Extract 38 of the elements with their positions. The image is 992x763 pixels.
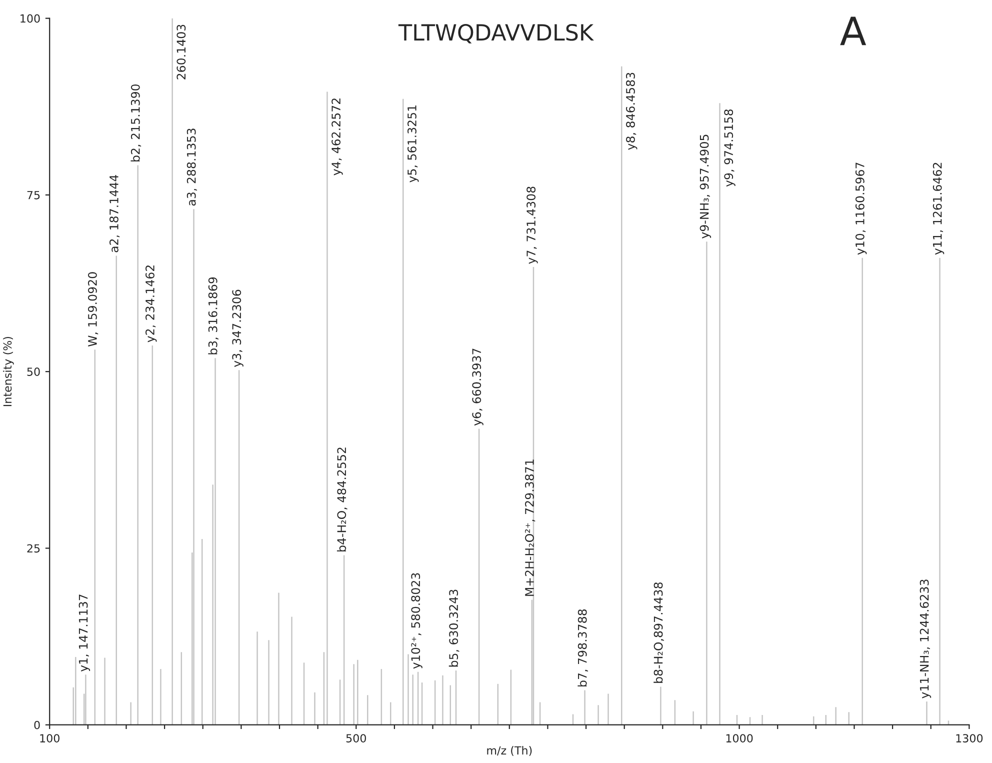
annotation: 260.1403 [176, 24, 186, 80]
annotation: y1, 147.1137 [78, 594, 90, 672]
annotation: y5, 561.3251 [408, 106, 419, 182]
x-tick-label: 1300 [956, 734, 983, 742]
y-axis-title: Intensity (%) [3, 336, 14, 406]
annotation: y3, 347.2306 [232, 290, 244, 368]
annotation: y8, 846.4583 [626, 72, 638, 150]
y-tick-label: 75 [27, 191, 40, 200]
annotation: y11, 1261.6462 [932, 162, 944, 255]
x-axis-title: m/z (Th) [487, 746, 532, 756]
chart-title: TLTWQDAVVDLSK [398, 24, 594, 44]
y-tick-label: 50 [27, 368, 40, 376]
y-tick-label: 0 [34, 720, 40, 730]
x-tick-label: 500 [346, 734, 366, 742]
annotation: b4-H₂O, 484.2552 [336, 448, 348, 552]
x-tick-label: 1000 [726, 734, 753, 742]
annotation: y2, 234.1462 [146, 266, 157, 342]
annotation: y10²⁺, 580.8023 [411, 573, 422, 669]
annotation: y9-NH₃, 957.4905 [700, 134, 712, 238]
annotation: b5, 630.3243 [448, 590, 460, 667]
annotation: b2, 215.1390 [130, 84, 142, 162]
annotation: b8-H₂O,897.4438 [654, 582, 664, 683]
annotation: W, 159.0920 [88, 272, 98, 347]
annotation: y9, 974.5158 [724, 109, 736, 187]
annotation: A [840, 16, 866, 46]
annotation: b7, 798.3788 [578, 609, 588, 686]
annotation: y7, 731.4308 [526, 186, 538, 264]
annotation: a2, 187.1444 [109, 175, 120, 252]
annotation: b3, 316.1869 [208, 277, 219, 354]
annotation: y11-NH₃, 1244.6233 [920, 580, 932, 698]
y-tick-label: 100 [20, 14, 40, 23]
annotation: a3, 288.1353 [186, 128, 198, 206]
annotation: y6, 660.3937 [472, 348, 484, 426]
x-tick-label: 100 [40, 734, 60, 742]
y-tick-label: 25 [27, 544, 40, 553]
annotation: M+2H-H₂O²⁺, 729.3871 [525, 460, 536, 596]
annotation: y10, 1160.5967 [855, 162, 867, 255]
annotation: y4, 462.2572 [332, 98, 343, 176]
